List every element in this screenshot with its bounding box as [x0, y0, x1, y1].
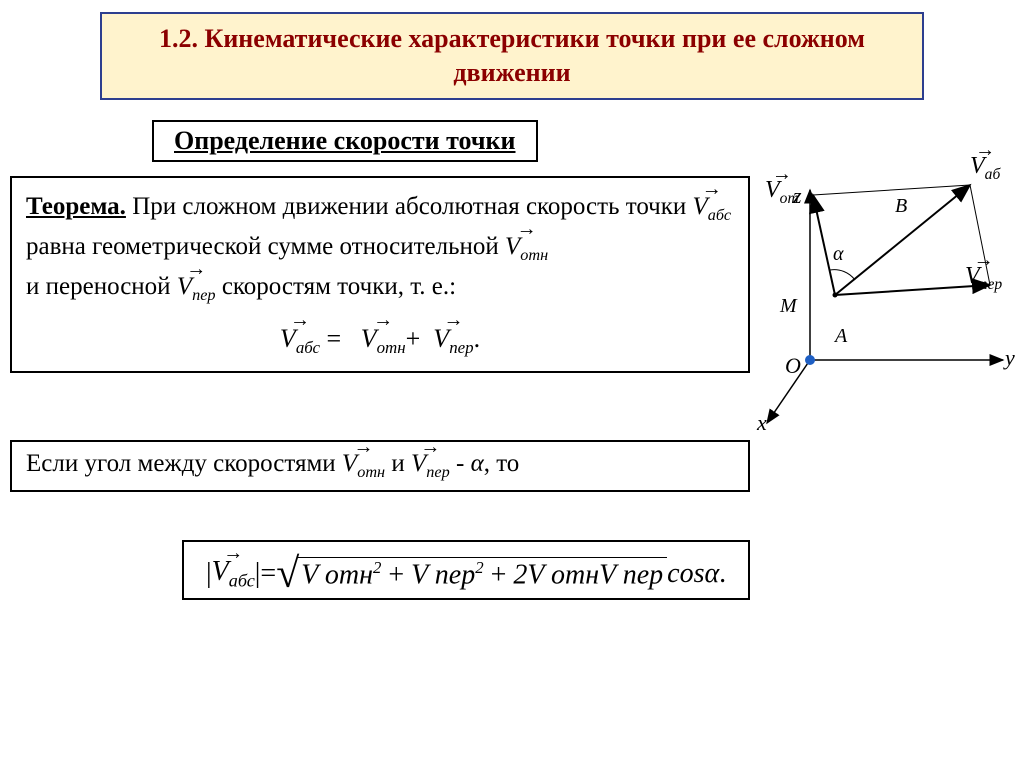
y-axis-label: y: [1005, 345, 1015, 371]
point-b-label: B: [895, 195, 907, 218]
diagram-v-per: Vпер: [965, 263, 1002, 294]
angle-v-per: Vпер: [411, 450, 450, 482]
origin-label: O: [785, 353, 801, 379]
v-abs-vector: Vабс: [693, 188, 732, 228]
subtitle-box: Определение скорости точки: [152, 120, 538, 162]
vector-formula: Vабс = Vотн+ Vпер.: [26, 319, 734, 361]
diagram-v-ab: Vаб: [970, 153, 1000, 184]
page-title: 1.2. Кинематические характеристики точки…: [122, 22, 902, 90]
diagram-v-ot: Vот: [765, 177, 799, 208]
theorem-label: Теорема.: [26, 193, 126, 220]
angle-v-otn: Vотн: [342, 450, 385, 482]
magnitude-formula-box: | Vабс |= √V отн2 + V пер2 + 2V отнV пер…: [182, 540, 750, 600]
theorem-text-1b: равна геометрической сумме относительной: [26, 233, 505, 260]
alpha-symbol: α: [471, 450, 484, 477]
angle-text-c: -: [450, 450, 471, 477]
angle-text-a: Если угол между скоростями: [26, 450, 342, 477]
theorem-box: Теорема. При сложном движении абсолютная…: [10, 176, 750, 373]
theorem-text-1a: При сложном движении абсолютная скорость…: [126, 193, 693, 220]
formula-v-abs: Vабс: [280, 319, 320, 361]
subtitle: Определение скорости точки: [174, 126, 516, 155]
angle-text-b: и: [385, 450, 411, 477]
formula-v-per: Vпер: [433, 319, 473, 361]
v-per-vector: Vпер: [177, 268, 216, 308]
v-otn-vector: Vотн: [505, 228, 548, 268]
title-box: 1.2. Кинематические характеристики точки…: [100, 12, 924, 100]
angle-text-d: , то: [484, 450, 520, 477]
mag-v-abs: Vабс: [212, 556, 255, 592]
point-m-label: M: [780, 295, 797, 318]
vector-diagram: z y x O M A B α Vот Vаб Vпер: [755, 135, 1020, 435]
alpha-label: α: [833, 243, 844, 266]
point-a-label: A: [835, 325, 847, 348]
formula-v-otn: Vотн: [361, 319, 406, 361]
theorem-text-2b: скоростям точки, т. е.:: [216, 273, 457, 300]
theorem-text-2a: и переносной: [26, 273, 177, 300]
angle-statement-box: Если угол между скоростями Vотн и Vпер -…: [10, 440, 750, 492]
x-axis-label: x: [757, 410, 767, 436]
sqrt-content: V отн2 + V пер2 + 2V отнV пер: [297, 557, 667, 591]
